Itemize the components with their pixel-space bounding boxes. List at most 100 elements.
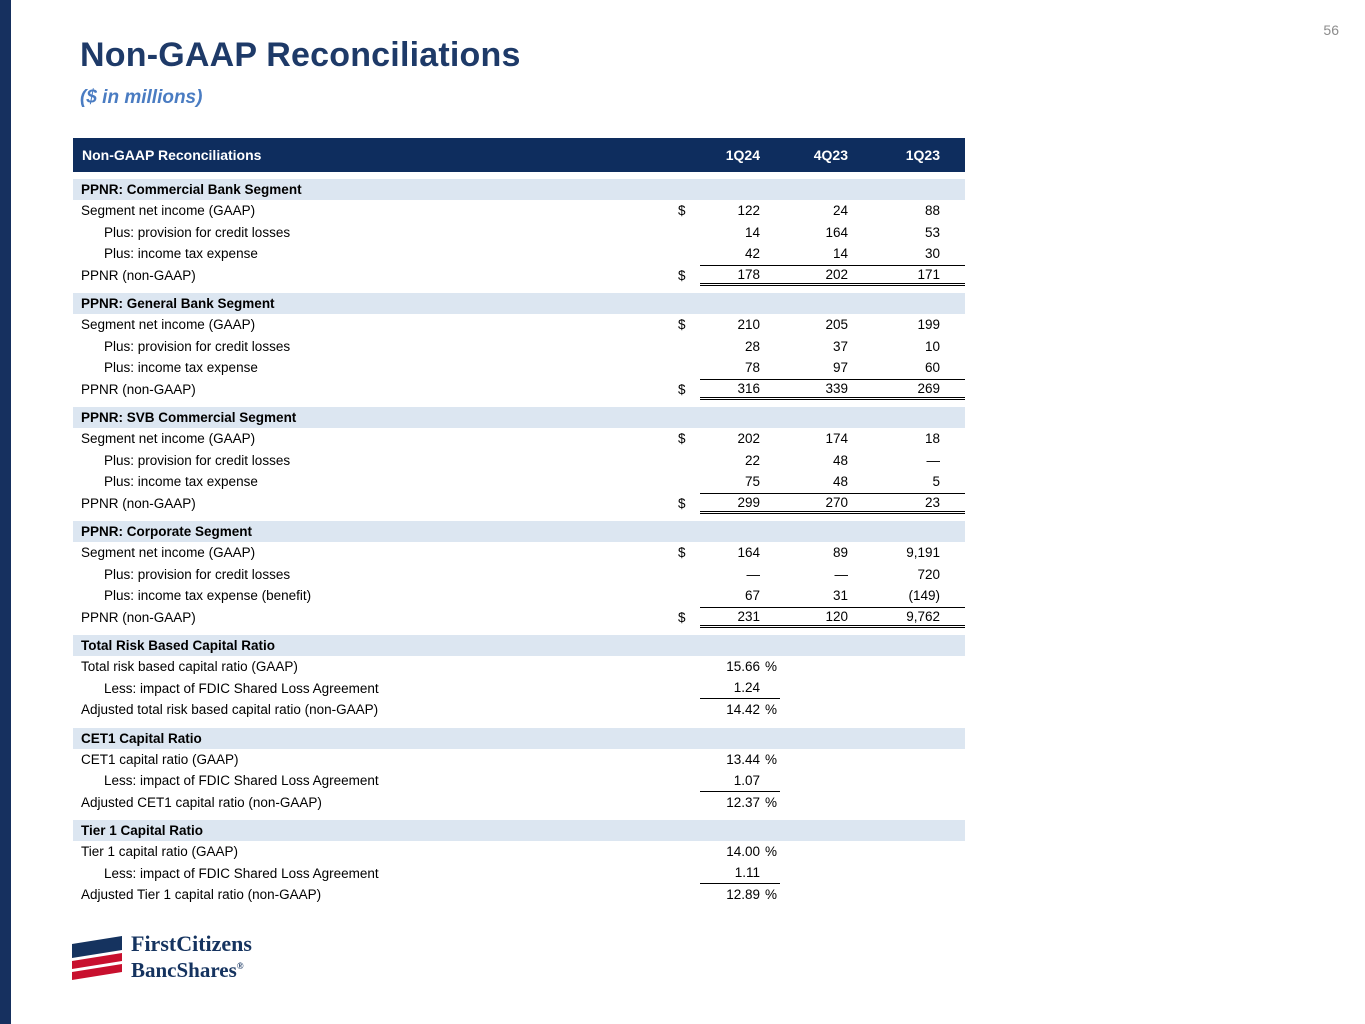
value-number: 15.66 <box>726 659 760 675</box>
table-row: Segment net income (GAAP) $122 24 88 <box>73 200 965 222</box>
table-section: PPNR: SVB Commercial Segment Segment net … <box>73 407 965 514</box>
table-row: Plus: provision for credit losses — — 720 <box>73 564 965 586</box>
dollar-sign <box>678 222 700 244</box>
section-header: Total Risk Based Capital Ratio <box>73 635 965 656</box>
table-row: Adjusted total risk based capital ratio … <box>73 699 965 721</box>
row-padding <box>940 585 965 607</box>
row-values: 75 48 5 <box>700 471 965 493</box>
row-padding <box>940 863 965 885</box>
value-cell: 42 <box>700 243 780 265</box>
row-label: Segment net income (GAAP) <box>81 431 256 447</box>
value-cell: 1.24 <box>700 678 780 699</box>
registered-mark: ® <box>236 961 244 971</box>
page-title: Non-GAAP Reconciliations <box>80 36 521 74</box>
value-cell: 67 <box>700 585 780 607</box>
value-number: 202 <box>737 431 760 447</box>
percent-suffix: % <box>765 794 778 810</box>
page-number: 56 <box>1323 22 1339 38</box>
row-values: 299 270 23 <box>700 492 965 514</box>
row-label: CET1 capital ratio (GAAP) <box>81 751 239 767</box>
table-row: Segment net income (GAAP) $164 89 9,191 <box>73 542 965 564</box>
value-cell <box>780 678 848 700</box>
row-label: Plus: provision for credit losses <box>104 338 291 354</box>
value-cell: 30 <box>924 246 940 262</box>
table-row: Adjusted CET1 capital ratio (non-GAAP) 12… <box>73 792 965 814</box>
value-cell <box>848 656 940 678</box>
value-cell <box>780 792 848 814</box>
row-values: 122 24 88 <box>700 200 965 222</box>
row-values: 14.42% <box>700 699 965 721</box>
row-label: Plus: income tax expense <box>104 474 258 490</box>
row-values: 164 89 9,191 <box>700 542 965 564</box>
dollar-sign <box>678 471 700 493</box>
value-cell: 75 <box>700 471 780 493</box>
dollar-sign <box>678 792 700 814</box>
value-cell: 1.07 <box>700 770 780 792</box>
dollar-sign: $ <box>678 545 686 561</box>
value-cell: 316 <box>700 380 780 398</box>
value-cell: 231 <box>700 608 780 626</box>
value-number: 164 <box>737 545 760 561</box>
row-label: Segment net income (GAAP) <box>81 317 256 333</box>
row-label: Less: impact of FDIC Shared Loss Agreeme… <box>104 773 379 789</box>
value-number: 14 <box>744 224 760 240</box>
value-cell <box>848 749 940 771</box>
table-row: Total risk based capital ratio (GAAP) 15.… <box>73 656 965 678</box>
value-cell: 205 <box>825 317 848 333</box>
value-number: 231 <box>737 608 760 624</box>
column-header: 1Q23 <box>905 147 940 163</box>
row-label: Less: impact of FDIC Shared Loss Agreeme… <box>104 680 379 696</box>
dollar-sign <box>678 564 700 586</box>
row-label: Plus: income tax expense <box>104 360 258 376</box>
value-cell <box>848 678 940 700</box>
dollar-sign <box>678 884 700 906</box>
section-header: PPNR: Corporate Segment <box>73 521 965 542</box>
value-number: 67 <box>744 588 760 604</box>
table-row: PPNR (non-GAAP) $178 202 171 <box>73 264 965 286</box>
value-cell: 97 <box>832 360 848 376</box>
value-cell: 78 <box>700 357 780 379</box>
row-values: 178 202 171 <box>700 264 965 286</box>
table-body: PPNR: Commercial Bank Segment Segment net… <box>73 179 965 906</box>
value-cell: 14 <box>832 246 848 262</box>
value-number: 75 <box>744 474 760 490</box>
value-cell: 14 <box>700 222 780 244</box>
value-number: 22 <box>744 452 760 468</box>
value-cell: 13.44% <box>700 749 780 771</box>
value-number: 1.11 <box>734 865 760 881</box>
value-cell <box>848 884 940 906</box>
logo-text: FirstCitizens BancShares® <box>131 932 252 981</box>
value-number: 12.37 <box>726 794 760 810</box>
value-cell: 9,191 <box>906 545 940 561</box>
value-cell: 9,762 <box>906 608 940 624</box>
page-subtitle: ($ in millions) <box>80 87 203 108</box>
row-label: Adjusted Tier 1 capital ratio (non-GAAP) <box>81 887 322 903</box>
row-values: 13.44% <box>700 749 965 771</box>
row-values: 14.00% <box>700 841 965 863</box>
row-values: 1.11 <box>700 863 965 885</box>
value-cell: 202 <box>700 428 780 450</box>
row-label: Adjusted total risk based capital ratio … <box>81 702 379 718</box>
value-number: 1.07 <box>733 772 760 788</box>
value-cell: — <box>926 452 941 468</box>
row-label: Plus: provision for credit losses <box>104 224 291 240</box>
row-values: 210 205 199 <box>700 314 965 336</box>
value-cell: 15.66% <box>700 656 780 678</box>
table-section: PPNR: Corporate Segment Segment net incom… <box>73 521 965 628</box>
dollar-sign: $ <box>678 431 686 447</box>
value-cell <box>780 749 848 771</box>
dollar-sign: $ <box>678 203 686 219</box>
row-label: Plus: provision for credit losses <box>104 452 291 468</box>
table-section: Total Risk Based Capital Ratio Total risk… <box>73 635 965 721</box>
value-cell: 60 <box>924 360 940 376</box>
row-values: 12.37% <box>700 792 965 814</box>
table-row: Plus: income tax expense (benefit) 67 31 (1… <box>73 585 965 607</box>
table-row: PPNR (non-GAAP) $316 339 269 <box>73 378 965 400</box>
reconciliation-table: Non-GAAP Reconciliations 1Q24 4Q23 1Q23 PP… <box>73 138 965 906</box>
value-cell: 10 <box>924 338 940 354</box>
value-cell: 120 <box>825 608 848 624</box>
logo-line2-text: BancShares <box>131 958 237 982</box>
value-cell: 299 <box>700 494 780 512</box>
value-cell: 164 <box>700 542 780 564</box>
